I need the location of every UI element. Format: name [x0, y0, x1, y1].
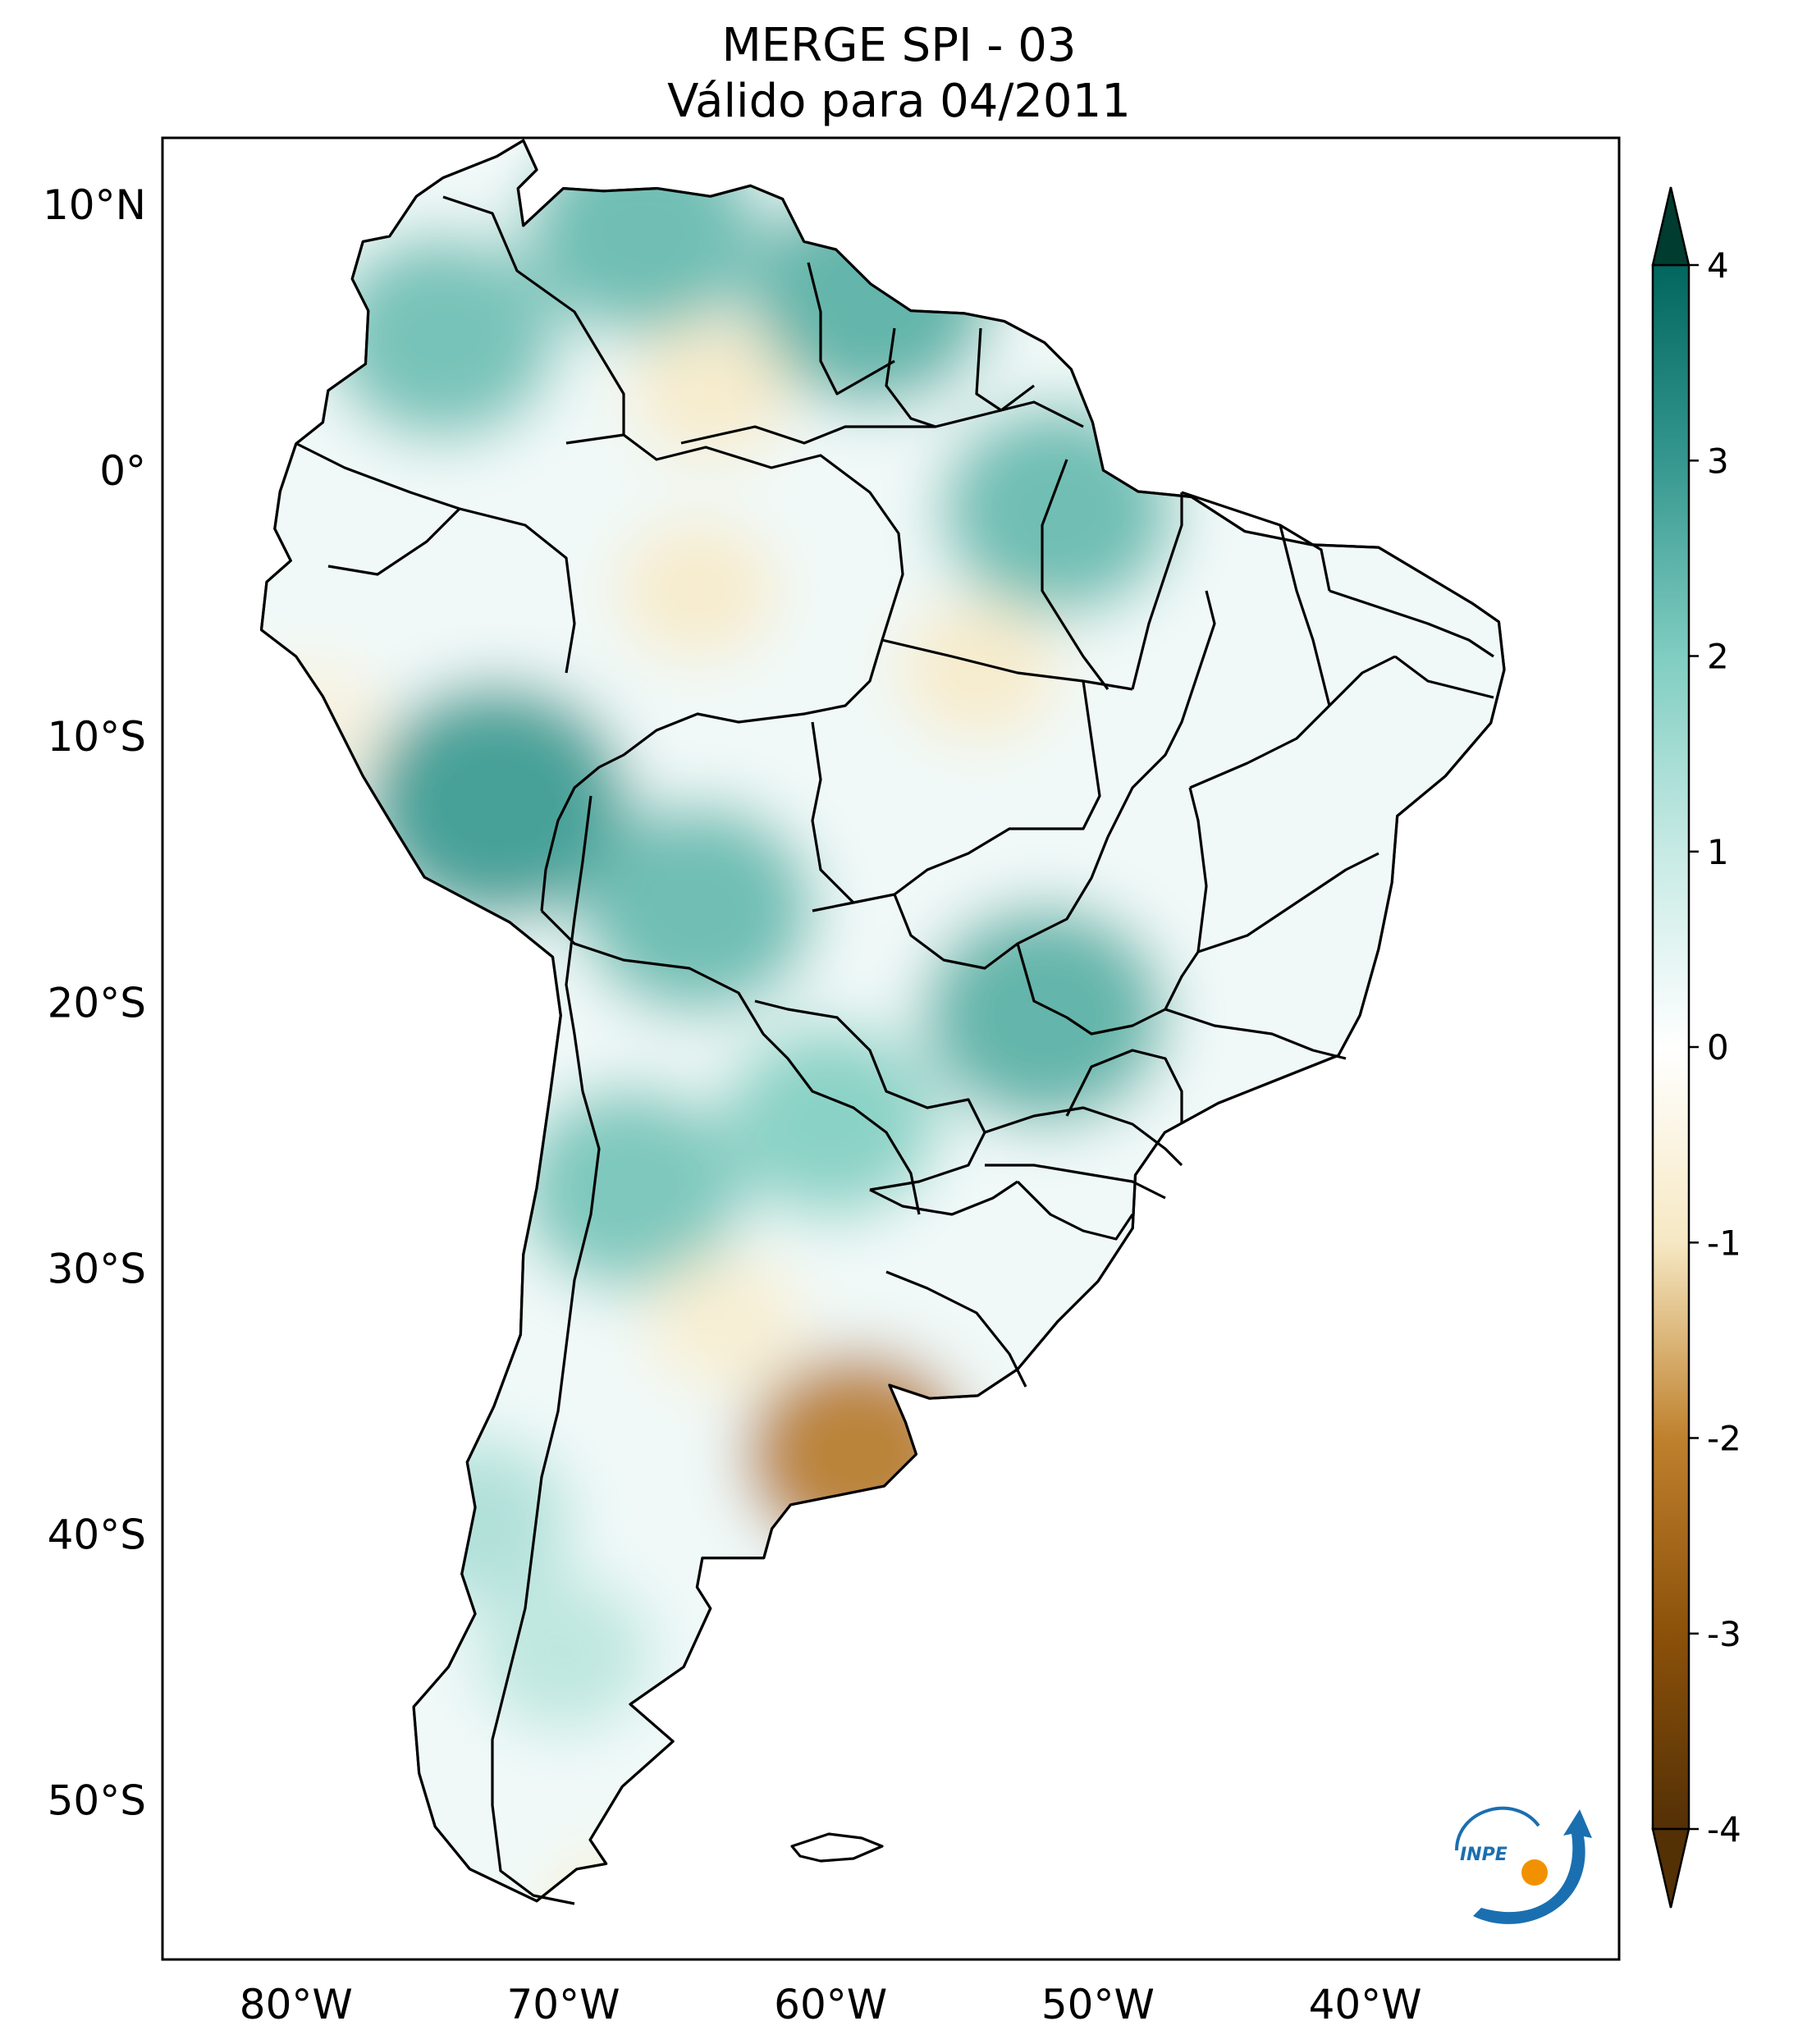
spi-anomaly-blob [580, 804, 814, 1013]
latitude-tick-label: 30°S [48, 1245, 146, 1292]
colorbar-tick-label: -2 [1707, 1419, 1741, 1459]
spi-anomaly-blob [365, 684, 629, 921]
longitude-tick-label: 70°W [506, 1981, 620, 2028]
border-brazil-states-5 [812, 680, 1101, 912]
border-brazil-states-12 [1189, 655, 1396, 789]
border-brazil-states-6 [811, 721, 855, 904]
longitude-tick-label: 60°W [774, 1981, 887, 2028]
border-brazil-states-8 [1106, 590, 1216, 838]
border-chile-argentina [491, 1091, 601, 1905]
border-brazil-states-3 [1131, 492, 1183, 690]
border-colombia-venezuela [442, 195, 625, 435]
colorbar-extend-min [1651, 1827, 1690, 1909]
inpe-logo: INPE [1455, 1806, 1592, 1924]
border-brazil-states-17 [1394, 655, 1494, 699]
map-title: MERGE SPI - 03 [721, 19, 1077, 72]
border-peru-ecuador [327, 507, 461, 576]
spi-anomaly-blob [329, 235, 557, 440]
border-brazil-states-11 [985, 1164, 1166, 1200]
map-subtitle: Válido para 04/2011 [667, 75, 1131, 128]
logo-arrow-icon [1473, 1809, 1592, 1924]
latitude-tick-label: 20°S [48, 979, 146, 1027]
latitude-tick-label: 50°S [48, 1777, 146, 1825]
longitude-tick-label: 80°W [240, 1981, 353, 2028]
spi-anomaly-blob [476, 1576, 651, 1731]
border-guyana-suriname [885, 327, 936, 428]
border-brazil-states-15 [1329, 589, 1494, 658]
border-brazil-states-7 [893, 836, 1109, 970]
spi-anomaly-blob [617, 519, 777, 660]
border-brazil-west [540, 433, 904, 912]
logo-swoosh-icon [1455, 1806, 1540, 1851]
border-venezuela-guyana [807, 262, 895, 396]
coastline [259, 139, 1506, 1903]
spi-anomaly-blob [898, 600, 1058, 740]
colorbar-tick-label: 1 [1707, 832, 1729, 872]
border-brazil-states-1 [881, 638, 1133, 691]
border-bolivia-brazil [540, 909, 921, 1215]
colorbar-tick-label: 4 [1707, 245, 1729, 286]
border-brazil-rs [1016, 1180, 1134, 1241]
latitude-tick-label: 0° [99, 447, 146, 495]
spi-anomaly-blob [922, 906, 1166, 1125]
latitude-tick-label: 40°S [48, 1511, 146, 1559]
logo-dot-icon [1521, 1859, 1548, 1886]
border-falklands [790, 1832, 884, 1863]
latitude-tick-label: 10°S [48, 713, 146, 761]
spi-anomaly-blob [646, 1254, 801, 1389]
colorbar-tick-label: -1 [1707, 1223, 1741, 1263]
longitude-axis: 80°W 70°W 60°W 50°W 40°W [240, 1981, 1422, 2028]
border-brazil-states-10 [984, 1106, 1183, 1167]
colorbar-tick-label: 3 [1707, 441, 1729, 481]
border-suriname-guiana [975, 327, 1035, 412]
colorbar-extend-max [1651, 186, 1690, 267]
border-colombia-peru [295, 441, 576, 674]
map-frame [161, 136, 1621, 1961]
spi-anomaly-blob [519, 1088, 742, 1289]
latitude-tick-label: 10°N [43, 181, 146, 229]
colorbar-tick-label: -4 [1707, 1809, 1741, 1850]
colorbar-scale [1651, 263, 1690, 1831]
longitude-tick-label: 40°W [1309, 1981, 1422, 2028]
colorbar-tick-label: -3 [1707, 1614, 1741, 1654]
colorbar-tick-label: 2 [1707, 637, 1729, 677]
border-brazil-states-14 [1164, 1008, 1347, 1060]
longitude-tick-label: 50°W [1041, 1981, 1155, 2028]
latitude-axis: 10°N 0° 10°S 20°S 30°S 40°S 50°S [43, 181, 146, 1825]
border-brazil-states-13 [1197, 852, 1379, 953]
border-brazil-states-18 [1065, 1049, 1183, 1124]
border-brazil-north [680, 400, 1084, 445]
spi-anomaly-blob [724, 1027, 938, 1218]
border-peru-bolivia [565, 795, 592, 1092]
logo-text: INPE [1460, 1845, 1507, 1865]
border-brazil-states-16 [1279, 524, 1331, 706]
political-borders [295, 195, 1494, 1905]
border-brazil-states-2 [1041, 459, 1109, 690]
colorbar: 4 3 2 1 0 -1 -2 -3 -4 [1651, 186, 1741, 1909]
spi-anomaly-blob [630, 320, 790, 460]
border-argentina-uruguay [885, 1270, 1027, 1388]
colorbar-tick-label: 0 [1707, 1027, 1729, 1068]
border-paraguay [754, 999, 986, 1191]
border-argentina-brazil [869, 1180, 1018, 1216]
